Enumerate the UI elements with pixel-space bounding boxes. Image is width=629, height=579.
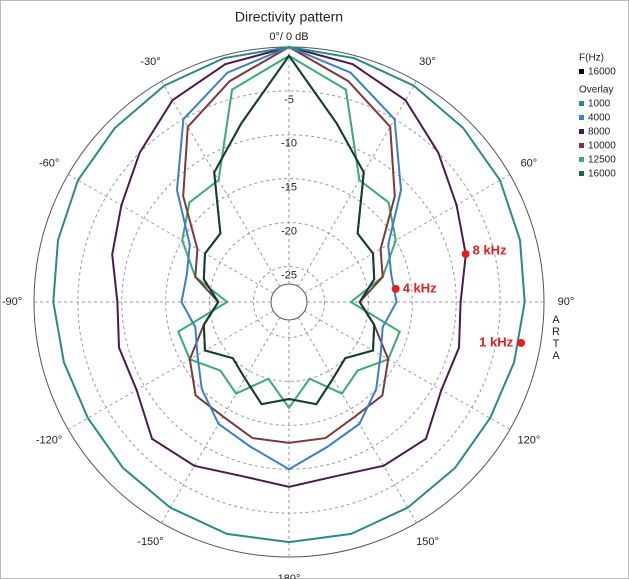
annotation-label: 1 kHz [479,334,513,349]
series-line [177,54,401,410]
r-tick-label: -20 [281,225,297,237]
legend-label: 16000 [588,67,616,78]
annotation-dot [517,338,526,347]
annotation-dot [461,250,470,259]
legend-swatch [579,171,584,176]
theta-tick-label: -150° [137,536,163,548]
series-line [182,45,396,444]
theta-tick-label: -60° [39,157,59,169]
legend-title: F(Hz) [579,53,604,64]
legend-label: 12500 [588,155,616,166]
annotation-label: 8 kHz [473,242,507,257]
theta-tick-label: 120° [518,434,541,446]
annotation-dot [391,284,400,293]
annotation-label: 4 kHz [403,280,437,295]
series-line [202,54,376,406]
inner-ring [270,283,308,321]
legend-label: 4000 [588,113,611,124]
legend-title: Overlay [579,85,613,96]
legend-swatch [579,129,584,134]
theta-tick-label: 30° [419,56,436,68]
legend-swatch [579,115,584,120]
legend-label: 1000 [588,99,611,110]
theta-tick-label: 60° [521,157,538,169]
grid-ring [121,134,457,470]
grid-ring [252,265,326,339]
side-label: T [553,338,560,350]
legend-label: 8000 [588,127,611,138]
side-label: A [552,314,560,326]
theta-tick-label: 90° [558,296,575,308]
theta-tick-label: -120° [36,434,62,446]
theta-tick-label: 150° [416,536,439,548]
legend-swatch [579,101,584,106]
side-label: A [552,350,560,362]
legend-swatch [579,157,584,162]
legend-label: 16000 [588,169,616,180]
legend-label: 10000 [588,141,616,152]
grid-ring [165,178,413,426]
series-line [111,45,467,488]
theta-tick-label: 0°/ 0 dB [269,31,308,43]
series-line [175,45,403,471]
series-line [52,45,526,544]
theta-tick-label: 180° [278,573,301,579]
r-tick-label: -5 [284,94,294,106]
theta-tick-label: -90° [2,296,22,308]
legend-swatch [579,143,584,148]
side-label: R [552,326,560,338]
theta-tick-label: -30° [140,56,160,68]
legend-swatch [579,69,584,74]
chart-title: Directivity pattern [235,9,343,25]
